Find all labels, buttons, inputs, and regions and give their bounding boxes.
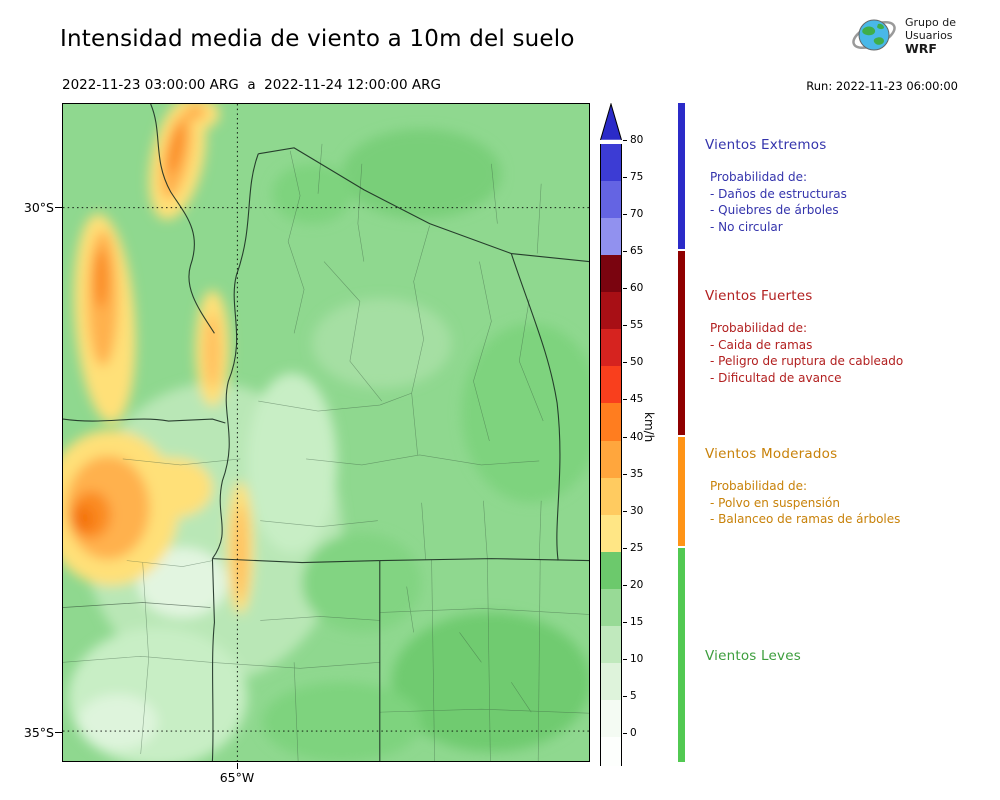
legend-title-moderados: Vientos Moderados (705, 446, 838, 462)
category-bar-segment (678, 251, 685, 435)
legend-extreme-winds: Vientos Extremos Probabilidad de: - Daño… (705, 137, 990, 235)
wind-speed-colorbar: 0 5 10 15 20 25 30 35 40 45 50 55 60 65 70 75 80 (600, 102, 643, 766)
colorbar-tick-80: 80 (630, 134, 644, 146)
wind-field (63, 104, 589, 761)
wind-category-bar (678, 103, 685, 762)
colorbar-tick-75: 75 (630, 171, 644, 184)
grid-lines (63, 104, 589, 761)
colorbar-body (600, 144, 622, 766)
colorbar-tick-10: 10 (630, 652, 644, 665)
wind-map (62, 103, 590, 762)
category-bar-segment (678, 436, 685, 546)
province-boundaries (63, 104, 589, 761)
legend-title-extremos: Vientos Extremos (705, 137, 827, 153)
department-boundaries (63, 143, 589, 761)
colorbar-tick-15: 15 (630, 615, 644, 628)
wind-field-map (63, 104, 589, 761)
lat-label-30s: 30°S (23, 200, 54, 215)
logo-line-2: Usuarios (905, 29, 953, 42)
category-bar-segment (678, 103, 685, 250)
legend-item: - Peligro de ruptura de cableado (710, 354, 904, 368)
colorbar-tick-60: 60 (630, 282, 644, 295)
legend-item: - Quiebres de árboles (710, 203, 839, 217)
probability-header: Probabilidad de: (710, 479, 808, 493)
colorbar-tick-65: 65 (630, 245, 644, 258)
category-bar-segment (678, 547, 685, 762)
logo-line-3: WRF (905, 41, 937, 56)
probability-header: Probabilidad de: (710, 321, 808, 335)
lon-tick-65w (237, 763, 238, 769)
logo-text: Grupo de Usuarios WRF (905, 12, 956, 55)
colorbar-tick-30: 30 (630, 504, 644, 517)
legend-item: - Dificultad de avance (710, 370, 842, 385)
page-title: Intensidad media de viento a 10m del sue… (60, 26, 575, 52)
colorbar-tick-35: 35 (630, 467, 644, 480)
colorbar-tick-25: 25 (630, 541, 644, 554)
probability-header: Probabilidad de: (710, 170, 808, 184)
legend-item: - Balanceo de ramas de árboles (710, 512, 901, 526)
wrf-logo: Grupo de Usuarios WRF (851, 12, 956, 58)
valid-period: 2022-11-23 03:00:00 ARG a 2022-11-24 12:… (62, 77, 441, 93)
legend-item: - Daños de estructuras (710, 186, 847, 201)
globe-icon (852, 19, 896, 51)
colorbar-extend-arrow (600, 102, 622, 141)
legend-light-winds: Vientos Leves (705, 648, 990, 664)
logo-line-1: Grupo de (905, 16, 956, 29)
legend-moderate-winds: Vientos Moderados Probabilidad de: - Pol… (705, 446, 990, 528)
colorbar-tick-0: 0 (630, 727, 637, 739)
legend-item: - No circular (710, 219, 783, 234)
colorbar-unit-label: km/h (642, 412, 656, 443)
colorbar-tick-45: 45 (630, 393, 644, 406)
legend-item: - Polvo en suspensión (710, 495, 840, 510)
colorbar-tick-40: 40 (630, 430, 644, 443)
model-run-label: Run: 2022-11-23 06:00:00 (806, 79, 958, 93)
legend-title-leves: Vientos Leves (705, 648, 801, 664)
colorbar-tick-20: 20 (630, 578, 644, 591)
lon-label-65w: 65°W (219, 770, 255, 785)
colorbar-tick-55: 55 (630, 319, 644, 332)
colorbar-tick-5: 5 (630, 689, 637, 702)
legend-strong-winds: Vientos Fuertes Probabilidad de: - Caida… (705, 288, 990, 386)
lat-tick-30s (55, 207, 62, 208)
colorbar-tick-70: 70 (630, 208, 644, 221)
legend-item: - Caida de ramas (710, 337, 813, 352)
lat-label-35s: 35°S (23, 725, 54, 740)
colorbar-tick-50: 50 (630, 356, 644, 369)
lat-tick-35s (55, 732, 62, 733)
legend-title-fuertes: Vientos Fuertes (705, 288, 813, 304)
